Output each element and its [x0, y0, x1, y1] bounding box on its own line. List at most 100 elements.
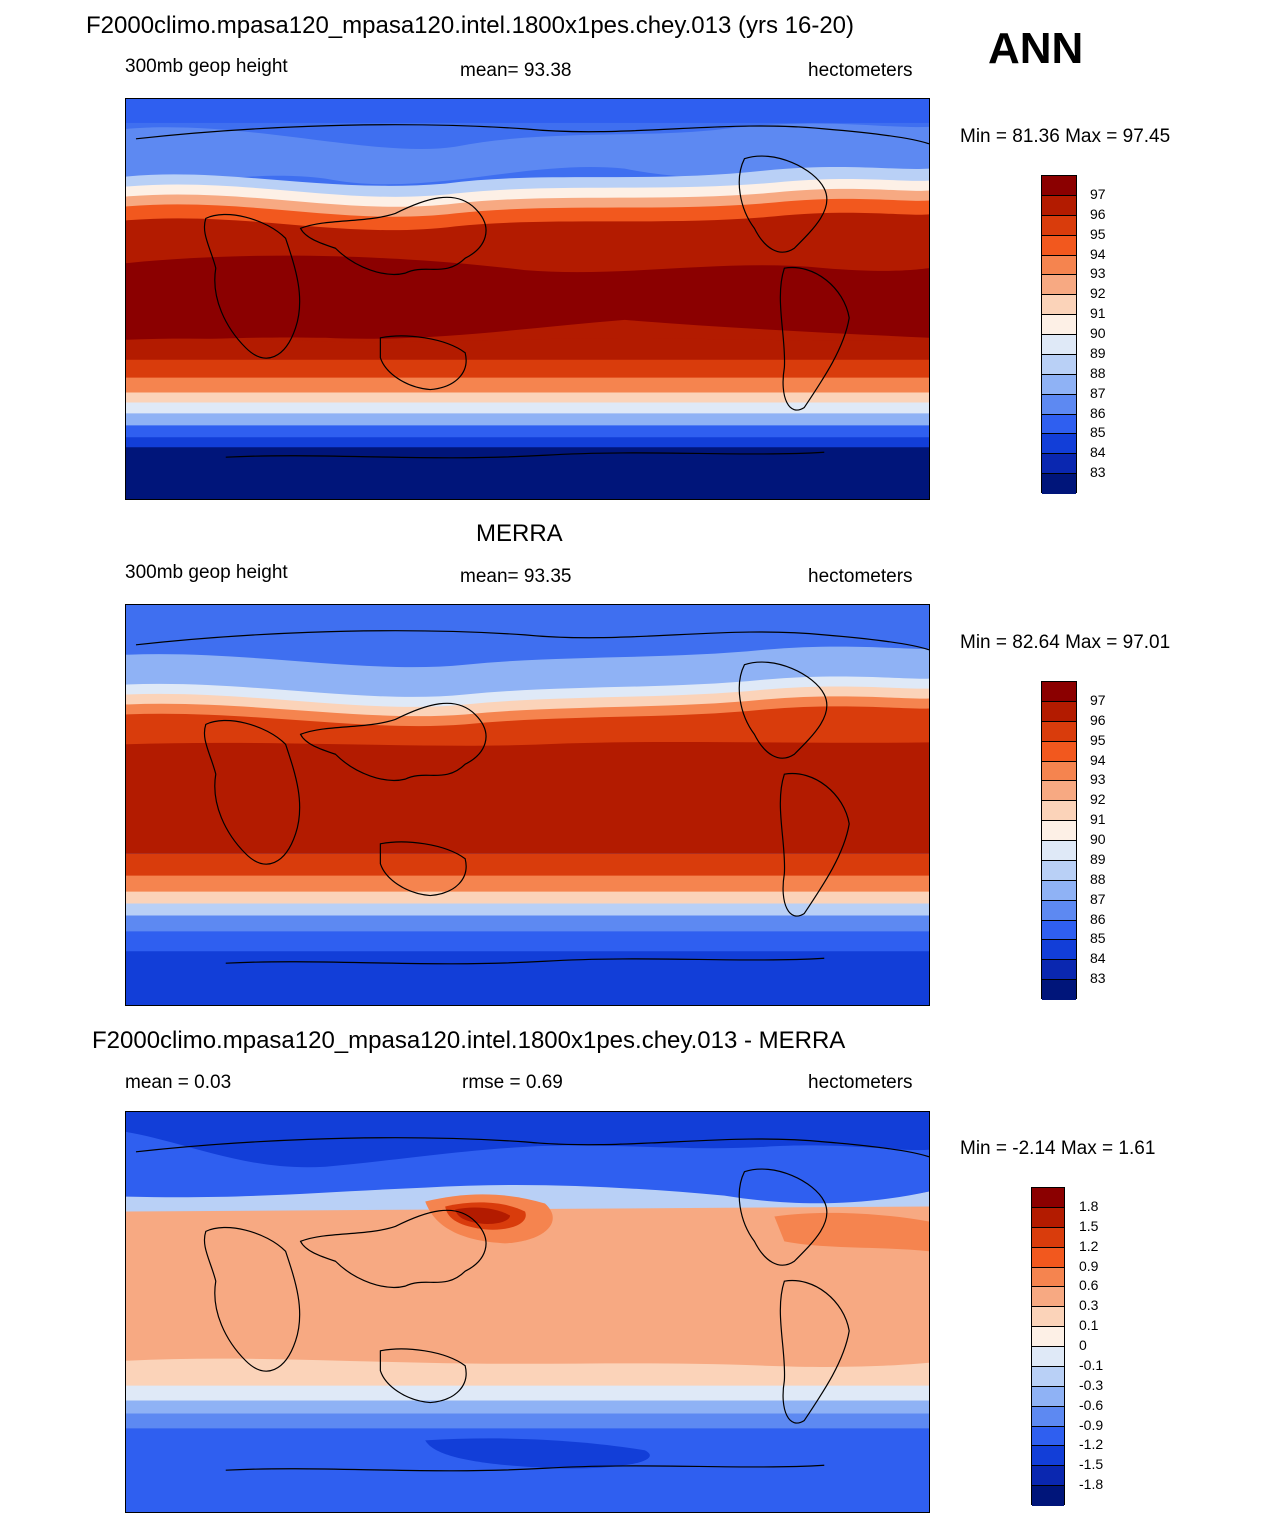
colorbar-tick-label: -0.3	[1079, 1376, 1104, 1393]
colorbar-tick-label: 92	[1090, 791, 1106, 808]
colorbar-box	[1032, 1227, 1064, 1248]
colorbar-box	[1032, 1247, 1064, 1268]
panel-1-map	[125, 98, 930, 500]
panel-1-map-svg	[126, 99, 929, 499]
colorbar-tick-label: 88	[1090, 870, 1106, 887]
colorbar-tick-label: 86	[1090, 404, 1106, 421]
colorbar-tick-label: 94	[1090, 751, 1106, 768]
colorbar-tick-label: 83	[1090, 970, 1106, 987]
panel-1-minmax: Min = 81.36 Max = 97.45	[960, 126, 1171, 147]
panel-3-units: hectometers	[808, 1072, 913, 1093]
colorbar-box	[1032, 1307, 1064, 1328]
colorbar-tick-label: 89	[1090, 850, 1106, 867]
colorbar-box	[1042, 315, 1076, 335]
colorbar-tick-label: 0.3	[1079, 1297, 1099, 1314]
colorbar-tick-label: 90	[1090, 831, 1106, 847]
colorbar-box	[1032, 1287, 1064, 1308]
colorbar-box	[1042, 434, 1076, 455]
panel-2-minmax: Min = 82.64 Max = 97.01	[960, 632, 1171, 653]
panel-1-title: F2000climo.mpasa120_mpasa120.intel.1800x…	[86, 12, 855, 39]
colorbar-tick-label: 0	[1079, 1337, 1087, 1353]
colorbar-box	[1032, 1267, 1064, 1288]
panel-1-colorbar	[1041, 175, 1077, 494]
colorbar-tick-label: 0.1	[1079, 1317, 1099, 1334]
colorbar-tick-label: 89	[1090, 344, 1106, 361]
colorbar-box	[1032, 1446, 1064, 1467]
colorbar-box	[1042, 980, 1076, 1000]
colorbar-tick-label: 1.8	[1079, 1197, 1099, 1214]
colorbar-tick-label: 97	[1090, 185, 1106, 202]
colorbar-tick-label: -1.2	[1079, 1436, 1104, 1453]
colorbar-box	[1042, 721, 1076, 742]
colorbar-box	[1032, 1406, 1064, 1427]
colorbar-tick-label: 88	[1090, 364, 1106, 381]
colorbar-box	[1042, 940, 1076, 961]
colorbar-box	[1032, 1188, 1064, 1208]
colorbar-tick-label: 93	[1090, 771, 1106, 788]
colorbar-box	[1042, 335, 1076, 355]
colorbar-tick-label: 96	[1090, 205, 1106, 222]
colorbar-box	[1042, 474, 1076, 494]
colorbar-tick-label: -1.5	[1079, 1456, 1104, 1473]
colorbar-tick-label: 86	[1090, 910, 1106, 927]
colorbar-box	[1042, 215, 1076, 236]
colorbar-box	[1042, 414, 1076, 435]
colorbar-box	[1032, 1426, 1064, 1447]
colorbar-tick-label: 87	[1090, 890, 1106, 907]
panel-2-units: hectometers	[808, 566, 913, 587]
colorbar-box	[1042, 682, 1076, 702]
colorbar-tick-label: 91	[1090, 305, 1106, 322]
colorbar-box	[1042, 761, 1076, 782]
colorbar-tick-label: 91	[1090, 811, 1106, 828]
season-label: ANN	[988, 24, 1084, 73]
colorbar-tick-label: 1.5	[1079, 1217, 1099, 1234]
colorbar-box	[1042, 900, 1076, 921]
colorbar-tick-label: 0.6	[1079, 1277, 1099, 1294]
colorbar-tick-label: 83	[1090, 464, 1106, 481]
colorbar-box	[1042, 701, 1076, 722]
colorbar-tick-label: 84	[1090, 444, 1106, 461]
colorbar-box	[1042, 176, 1076, 196]
colorbar-box	[1042, 920, 1076, 941]
colorbar-tick-label: 85	[1090, 424, 1106, 441]
panel-2-variable: 300mb geop height	[125, 562, 288, 583]
colorbar-tick-label: 97	[1090, 691, 1106, 708]
colorbar-box	[1042, 841, 1076, 861]
colorbar-box	[1042, 454, 1076, 475]
colorbar-tick-label: -1.8	[1079, 1476, 1104, 1493]
colorbar-box	[1032, 1207, 1064, 1228]
panel-3-map-svg	[126, 1112, 929, 1512]
panel-2-colorbar	[1041, 681, 1077, 1000]
colorbar-box	[1042, 860, 1076, 881]
panel-1-variable: 300mb geop height	[125, 56, 288, 77]
colorbar-tick-label: 96	[1090, 711, 1106, 728]
colorbar-tick-label: 0.9	[1079, 1257, 1099, 1274]
colorbar-box	[1042, 880, 1076, 901]
colorbar-box	[1032, 1347, 1064, 1367]
colorbar-tick-label: -0.6	[1079, 1396, 1104, 1413]
panel-2-mean: mean= 93.35	[460, 566, 572, 587]
colorbar-box	[1042, 394, 1076, 415]
colorbar-box	[1032, 1366, 1064, 1387]
colorbar-tick-label: 85	[1090, 930, 1106, 947]
panel-3-map	[125, 1111, 930, 1513]
colorbar-tick-label: -0.9	[1079, 1416, 1104, 1433]
colorbar-tick-label: 95	[1090, 731, 1106, 748]
colorbar-tick-label: 95	[1090, 225, 1106, 242]
panel-3-mean: mean = 0.03	[125, 1072, 232, 1093]
panel-3-colorbar	[1031, 1187, 1065, 1506]
panel-1-mean: mean= 93.38	[460, 60, 572, 81]
colorbar-box	[1042, 195, 1076, 216]
panel-2-title: MERRA	[476, 520, 563, 547]
panel-2-map-svg	[126, 605, 929, 1005]
colorbar-box	[1042, 354, 1076, 375]
colorbar-box	[1032, 1466, 1064, 1487]
colorbar-box	[1032, 1327, 1064, 1347]
panel-1-units: hectometers	[808, 60, 913, 81]
colorbar-box	[1042, 821, 1076, 841]
panel-3-rmse: rmse = 0.69	[462, 1072, 563, 1093]
colorbar-box	[1042, 741, 1076, 762]
colorbar-box	[1042, 275, 1076, 296]
colorbar-box	[1032, 1486, 1064, 1506]
colorbar-box	[1042, 295, 1076, 316]
